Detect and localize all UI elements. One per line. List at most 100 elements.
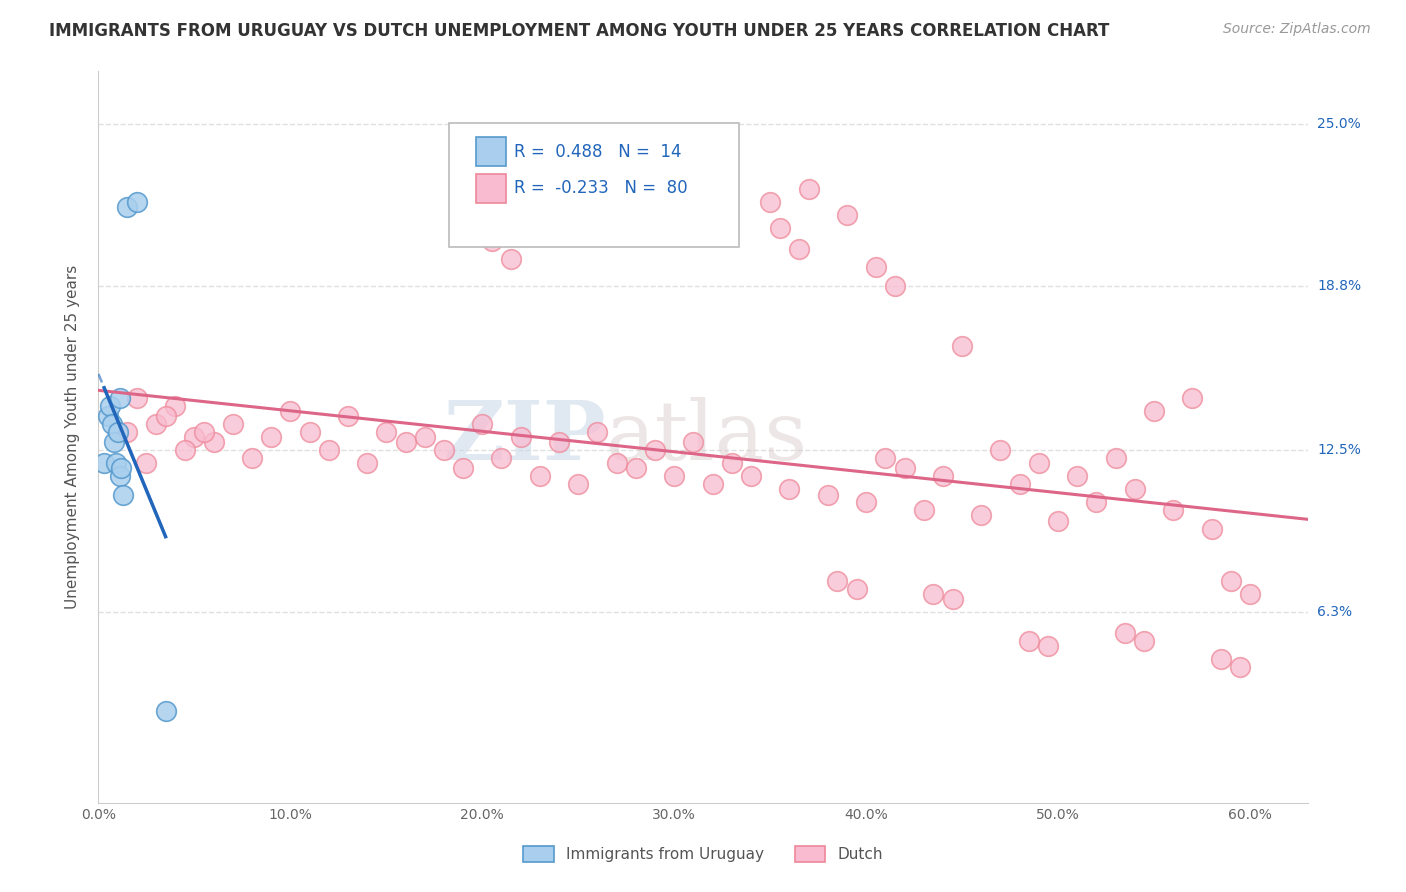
Point	[529, 469, 551, 483]
Point	[1219, 574, 1241, 588]
Point	[664, 469, 686, 483]
Text: IMMIGRANTS FROM URUGUAY VS DUTCH UNEMPLOYMENT AMONG YOUTH UNDER 25 YEARS CORRELA: IMMIGRANTS FROM URUGUAY VS DUTCH UNEMPLO…	[49, 22, 1109, 40]
Point	[970, 508, 993, 523]
Y-axis label: Unemployment Among Youth under 25 years: Unemployment Among Youth under 25 years	[65, 265, 80, 609]
Text: 18.8%: 18.8%	[1317, 278, 1361, 293]
Bar	[475, 137, 506, 167]
Point	[356, 456, 378, 470]
Point	[155, 409, 177, 424]
Point	[702, 477, 724, 491]
Point	[1133, 633, 1156, 648]
Point	[165, 399, 187, 413]
Text: Source: ZipAtlas.com: Source: ZipAtlas.com	[1223, 22, 1371, 37]
Point	[97, 409, 120, 424]
FancyBboxPatch shape	[449, 122, 740, 247]
Point	[769, 221, 792, 235]
Point	[318, 443, 340, 458]
Point	[375, 425, 398, 439]
Point	[1143, 404, 1166, 418]
Point	[1018, 633, 1040, 648]
Point	[606, 456, 628, 470]
Point	[115, 200, 138, 214]
Point	[950, 339, 973, 353]
Point	[413, 430, 436, 444]
Point	[509, 430, 531, 444]
Point	[104, 456, 127, 470]
Point	[222, 417, 245, 431]
Point	[491, 450, 513, 465]
Point	[1181, 391, 1204, 405]
Point	[1229, 660, 1251, 674]
Point	[567, 477, 589, 491]
Point	[865, 260, 887, 275]
Point	[103, 435, 125, 450]
Point	[298, 425, 321, 439]
Point	[451, 461, 474, 475]
Point	[98, 399, 121, 413]
Point	[787, 242, 810, 256]
Point	[817, 487, 839, 501]
Point	[155, 705, 177, 719]
Point	[759, 194, 782, 209]
Text: R =  -0.233   N =  80: R = -0.233 N = 80	[515, 179, 688, 197]
Text: 6.3%: 6.3%	[1317, 605, 1353, 619]
Legend: Immigrants from Uruguay, Dutch: Immigrants from Uruguay, Dutch	[517, 840, 889, 868]
Text: R =  0.488   N =  14: R = 0.488 N = 14	[515, 143, 682, 161]
Point	[471, 417, 494, 431]
Point	[1104, 450, 1126, 465]
Point	[682, 435, 704, 450]
Bar	[475, 174, 506, 203]
Point	[624, 461, 647, 475]
Point	[835, 208, 858, 222]
Point	[884, 278, 907, 293]
Point	[173, 443, 195, 458]
Text: ZIP: ZIP	[444, 397, 606, 477]
Point	[1066, 469, 1088, 483]
Point	[1239, 587, 1261, 601]
Text: atlas: atlas	[606, 397, 808, 477]
Point	[135, 456, 157, 470]
Point	[893, 461, 915, 475]
Point	[107, 425, 129, 439]
Point	[1028, 456, 1050, 470]
Point	[778, 483, 800, 497]
Point	[875, 450, 897, 465]
Point	[394, 435, 416, 450]
Point	[740, 469, 762, 483]
Point	[481, 234, 503, 248]
Point	[1123, 483, 1146, 497]
Point	[112, 487, 135, 501]
Point	[125, 194, 148, 209]
Point	[1211, 652, 1233, 666]
Point	[240, 450, 263, 465]
Point	[93, 456, 115, 470]
Point	[280, 404, 302, 418]
Point	[336, 409, 359, 424]
Point	[1008, 477, 1031, 491]
Point	[720, 456, 742, 470]
Point	[1085, 495, 1108, 509]
Point	[193, 425, 215, 439]
Point	[797, 182, 820, 196]
Point	[499, 252, 522, 267]
Point	[1161, 503, 1184, 517]
Point	[990, 443, 1012, 458]
Point	[1038, 639, 1060, 653]
Point	[183, 430, 205, 444]
Point	[855, 495, 877, 509]
Point	[1201, 521, 1223, 535]
Point	[1047, 514, 1070, 528]
Point	[125, 391, 148, 405]
Point	[260, 430, 283, 444]
Point	[202, 435, 225, 450]
Point	[586, 425, 609, 439]
Point	[108, 469, 131, 483]
Point	[1114, 626, 1136, 640]
Point	[845, 582, 868, 596]
Point	[827, 574, 849, 588]
Point	[922, 587, 945, 601]
Point	[115, 425, 138, 439]
Point	[912, 503, 935, 517]
Text: 12.5%: 12.5%	[1317, 443, 1361, 457]
Point	[110, 461, 132, 475]
